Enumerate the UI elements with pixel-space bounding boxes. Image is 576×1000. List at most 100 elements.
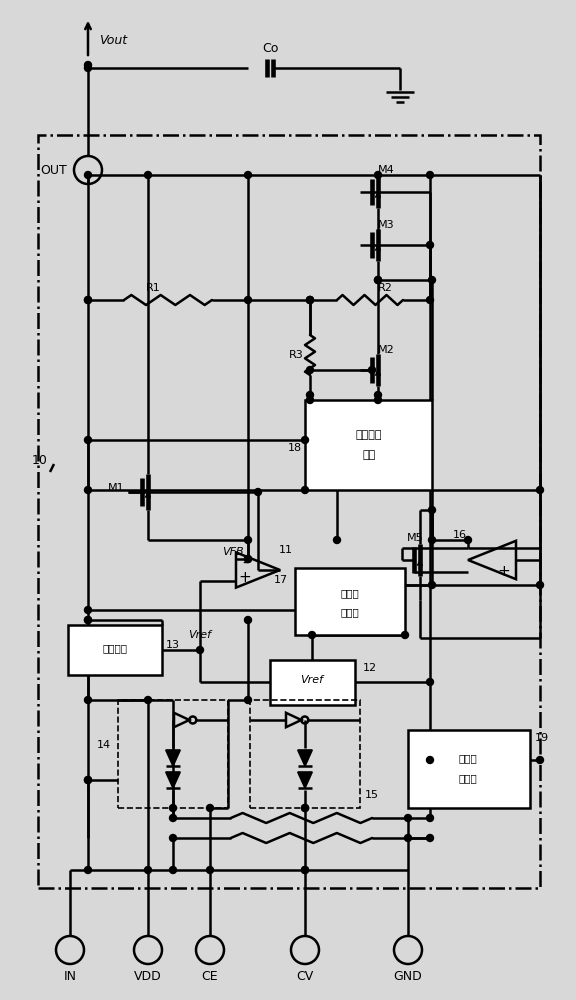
Circle shape <box>85 616 92 624</box>
Circle shape <box>401 632 408 639</box>
Circle shape <box>169 866 176 874</box>
Text: 偏置电路: 偏置电路 <box>103 643 127 653</box>
Circle shape <box>85 296 92 304</box>
Circle shape <box>301 436 309 444</box>
Circle shape <box>244 172 252 178</box>
Circle shape <box>426 814 434 822</box>
Text: IN: IN <box>63 970 77 982</box>
Bar <box>68 625 162 675</box>
Circle shape <box>85 696 92 704</box>
Circle shape <box>85 172 92 178</box>
Circle shape <box>306 296 313 304</box>
Circle shape <box>244 556 252 562</box>
Polygon shape <box>298 750 312 766</box>
Circle shape <box>404 834 411 842</box>
Circle shape <box>404 814 411 822</box>
Text: 19: 19 <box>535 733 549 743</box>
Text: Co: Co <box>262 41 278 54</box>
Circle shape <box>369 366 376 373</box>
Circle shape <box>429 582 435 588</box>
Circle shape <box>429 506 435 514</box>
Text: Vref: Vref <box>188 630 211 640</box>
Text: 机电路: 机电路 <box>340 607 359 617</box>
Circle shape <box>426 296 434 304</box>
Text: +: + <box>498 564 510 580</box>
Circle shape <box>429 536 435 544</box>
Text: 12: 12 <box>363 663 377 673</box>
Text: 15: 15 <box>365 790 379 800</box>
Circle shape <box>306 366 313 373</box>
Text: GND: GND <box>393 970 422 982</box>
Circle shape <box>85 776 92 784</box>
Circle shape <box>301 866 309 874</box>
Bar <box>38 135 540 888</box>
Circle shape <box>536 756 544 764</box>
Circle shape <box>255 488 262 495</box>
Text: -: - <box>242 554 248 570</box>
Text: 过热关: 过热关 <box>340 588 359 598</box>
Circle shape <box>85 487 92 493</box>
Circle shape <box>244 296 252 304</box>
Text: M1: M1 <box>108 483 124 493</box>
Circle shape <box>426 241 434 248</box>
Bar <box>250 700 360 808</box>
Circle shape <box>301 487 309 493</box>
Circle shape <box>145 696 151 704</box>
Circle shape <box>301 804 309 812</box>
Circle shape <box>374 172 381 178</box>
Circle shape <box>169 804 176 812</box>
Bar <box>295 568 405 635</box>
Circle shape <box>244 696 252 704</box>
Circle shape <box>426 834 434 842</box>
Text: +: + <box>238 570 251 585</box>
Text: M2: M2 <box>378 345 395 355</box>
Text: -: - <box>501 540 507 556</box>
Circle shape <box>374 396 381 403</box>
Circle shape <box>85 606 92 613</box>
Polygon shape <box>166 750 180 766</box>
Text: VFB: VFB <box>222 547 244 557</box>
Circle shape <box>536 487 544 493</box>
Circle shape <box>306 296 313 304</box>
Circle shape <box>536 582 544 588</box>
Circle shape <box>426 678 434 686</box>
Text: M3: M3 <box>378 220 395 230</box>
Circle shape <box>374 391 381 398</box>
Circle shape <box>85 64 92 72</box>
Circle shape <box>429 276 435 284</box>
Circle shape <box>196 647 203 654</box>
Circle shape <box>85 436 92 444</box>
Text: 电路: 电路 <box>362 450 376 460</box>
Circle shape <box>85 62 92 68</box>
Bar <box>305 400 432 490</box>
Text: M5: M5 <box>407 533 423 543</box>
Text: 18: 18 <box>288 443 302 453</box>
Polygon shape <box>298 772 312 788</box>
Circle shape <box>85 866 92 874</box>
Circle shape <box>169 814 176 822</box>
Bar <box>270 660 355 705</box>
Circle shape <box>207 804 214 812</box>
Circle shape <box>306 391 313 398</box>
Circle shape <box>145 866 151 874</box>
Circle shape <box>169 834 176 842</box>
Text: 16: 16 <box>453 530 467 540</box>
Text: 13: 13 <box>166 640 180 650</box>
Text: CV: CV <box>297 970 313 982</box>
Circle shape <box>306 396 313 403</box>
Text: OUT: OUT <box>41 163 67 176</box>
Text: 成电路: 成电路 <box>458 773 478 783</box>
Text: 电流限制: 电流限制 <box>356 430 382 440</box>
Circle shape <box>301 804 309 812</box>
Circle shape <box>301 866 309 874</box>
Circle shape <box>207 866 214 874</box>
Circle shape <box>85 776 92 784</box>
Text: 10: 10 <box>32 454 48 466</box>
Bar <box>408 730 530 808</box>
Text: VDD: VDD <box>134 970 162 982</box>
Text: 11: 11 <box>279 545 293 555</box>
Circle shape <box>145 172 151 178</box>
Circle shape <box>244 556 252 562</box>
Text: R3: R3 <box>289 350 304 360</box>
Circle shape <box>464 536 472 544</box>
